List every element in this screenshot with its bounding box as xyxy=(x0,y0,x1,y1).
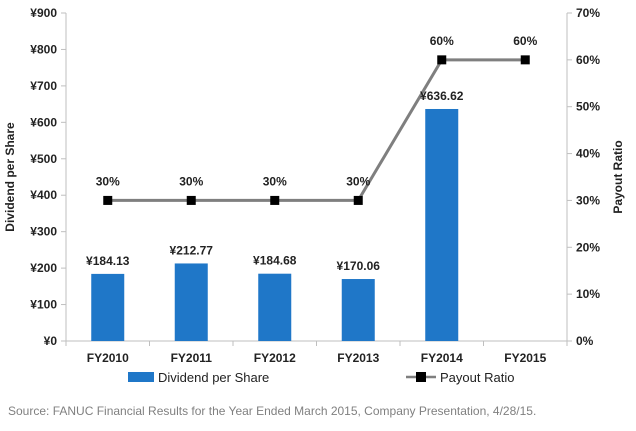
bar xyxy=(174,263,208,341)
legend-bar-swatch xyxy=(128,372,154,382)
payout-ratio-label: 60% xyxy=(513,34,537,48)
y-tick-label: ¥900 xyxy=(30,6,57,20)
source-note: Source: FANUC Financial Results for the … xyxy=(8,404,537,418)
payout-ratio-label: 30% xyxy=(263,174,287,188)
y2-tick-label: 20% xyxy=(576,240,600,254)
bar xyxy=(341,279,375,341)
y-tick-label: ¥500 xyxy=(30,152,57,166)
bar xyxy=(258,273,292,341)
payout-ratio-label: 30% xyxy=(179,174,203,188)
payout-ratio-marker xyxy=(270,195,280,205)
data-labels: ¥184.13 ¥212.77 ¥184.68 ¥170.06 ¥636.62 30% 30… xyxy=(86,34,538,273)
legend-label-dividend: Dividend per Share xyxy=(158,370,269,385)
y-axis-title: Dividend per Share xyxy=(3,122,17,232)
y-tick-label: ¥100 xyxy=(30,298,57,312)
bar-value-label: ¥184.13 xyxy=(86,254,130,268)
payout-ratio-label: 30% xyxy=(346,174,370,188)
x-tick-label: FY2015 xyxy=(504,351,546,365)
y-tick-label: ¥600 xyxy=(30,115,57,129)
y2-tick-label: 0% xyxy=(576,334,594,348)
bar xyxy=(425,108,459,341)
x-tick-label: FY2014 xyxy=(421,351,463,365)
payout-ratio-marker xyxy=(103,195,113,205)
y2-tick-label: 50% xyxy=(576,100,600,114)
x-tick-label: FY2012 xyxy=(254,351,296,365)
payout-ratio-marker xyxy=(353,195,363,205)
y-tick-label: ¥700 xyxy=(30,79,57,93)
legend-label-payout: Payout Ratio xyxy=(440,370,514,385)
y-tick-label: ¥800 xyxy=(30,42,57,56)
x-tick-label: FY2011 xyxy=(171,351,213,365)
x-tick-label: FY2013 xyxy=(337,351,379,365)
y2-tick-label: 40% xyxy=(576,147,600,161)
payout-ratio-label: 30% xyxy=(96,174,120,188)
bar xyxy=(91,273,125,341)
y-tick-label: ¥0 xyxy=(44,334,58,348)
chart-axes: ¥0 ¥100 ¥200 ¥300 ¥400 ¥500 ¥600 ¥700 ¥800 ¥900 0%… xyxy=(30,6,600,365)
payout-ratio-marker xyxy=(520,55,530,65)
legend: Dividend per Share Payout Ratio xyxy=(128,370,514,385)
y2-axis-title: Payout Ratio xyxy=(611,140,625,213)
payout-ratio-marker xyxy=(437,55,447,65)
bar-series xyxy=(91,108,459,341)
y-tick-label: ¥200 xyxy=(30,261,57,275)
x-tick-label: FY2010 xyxy=(87,351,129,365)
chart: ¥0 ¥100 ¥200 ¥300 ¥400 ¥500 ¥600 ¥700 ¥800 ¥900 0%… xyxy=(3,6,625,385)
bar-value-label: ¥212.77 xyxy=(170,243,214,257)
payout-ratio-marker xyxy=(186,195,196,205)
y-tick-label: ¥300 xyxy=(30,225,57,239)
y2-tick-label: 10% xyxy=(576,287,600,301)
payout-ratio-line xyxy=(107,58,526,202)
payout-ratio-label: 60% xyxy=(430,34,454,48)
bar-value-label: ¥170.06 xyxy=(337,259,381,273)
y-tick-label: ¥400 xyxy=(30,188,57,202)
line-series xyxy=(103,55,530,205)
bar-value-label: ¥184.68 xyxy=(253,254,297,268)
bar-value-label: ¥636.62 xyxy=(420,89,464,103)
legend-marker-swatch xyxy=(416,372,426,382)
y2-tick-label: 30% xyxy=(576,193,600,207)
y2-tick-label: 70% xyxy=(576,6,600,20)
y2-tick-label: 60% xyxy=(576,53,600,67)
